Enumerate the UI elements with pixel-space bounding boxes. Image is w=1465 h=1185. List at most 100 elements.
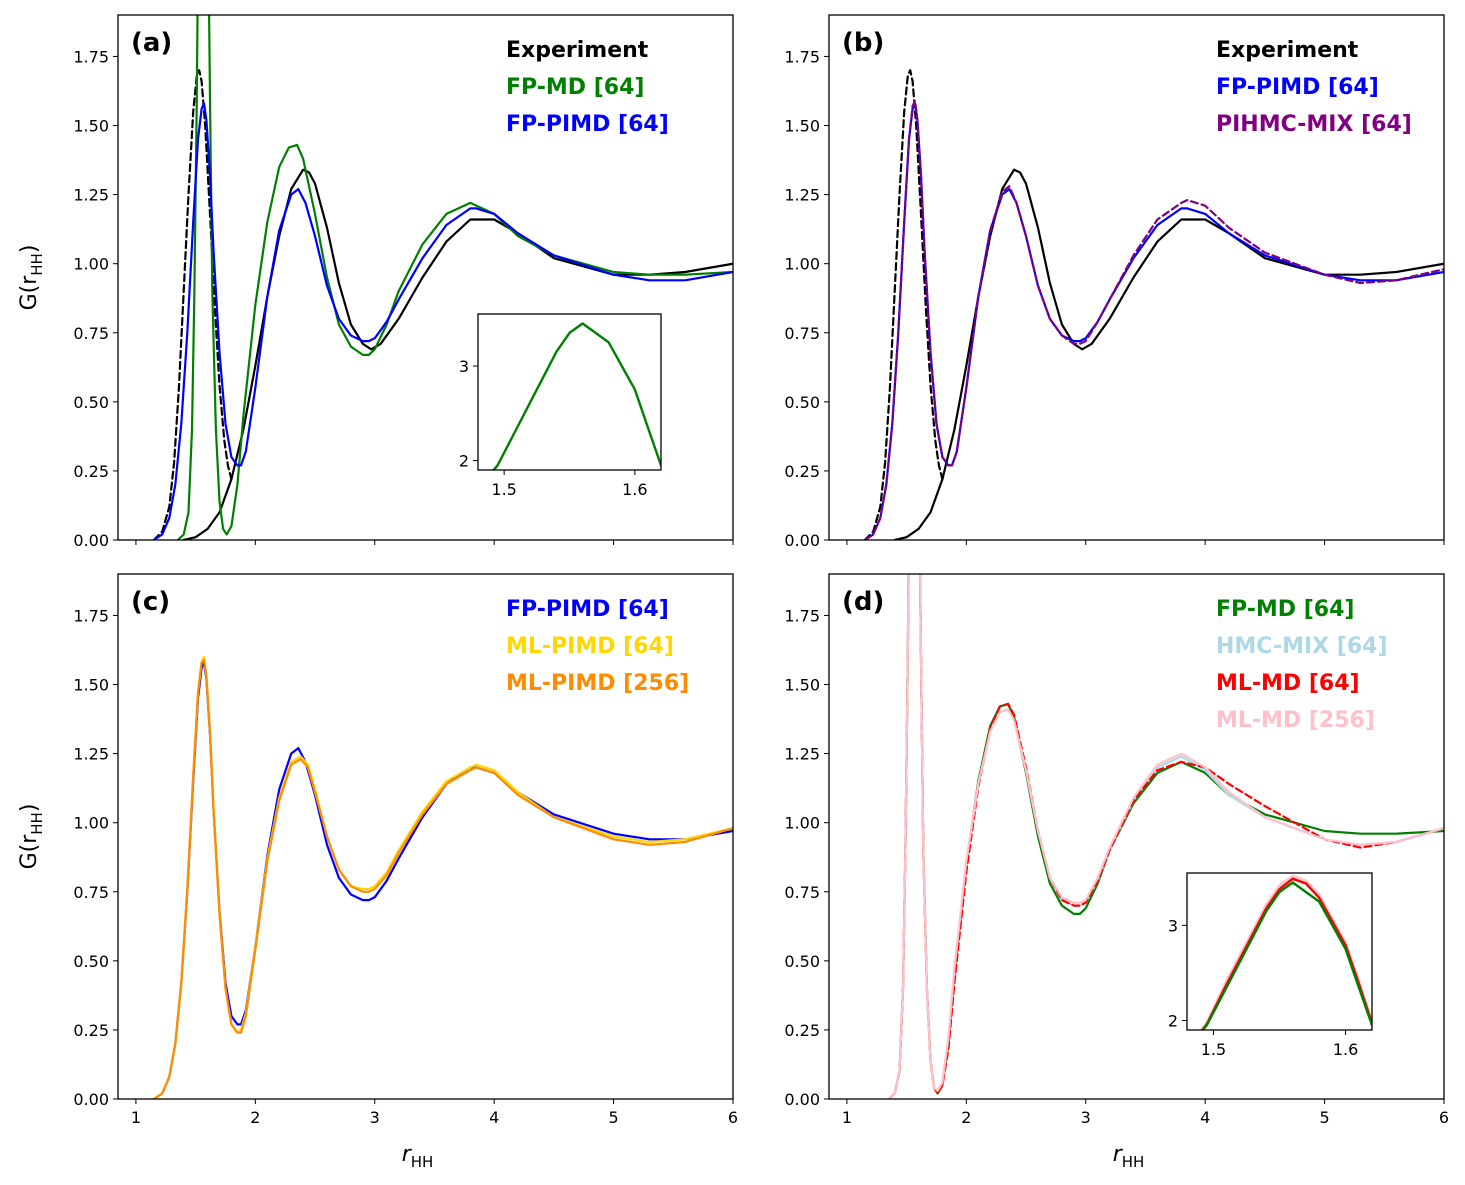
panel-a: 0.00 0.25 0.50 0.75 1.00 1.25 1.50 1.75 G(rHH) (a… <box>17 14 734 550</box>
inset-series-group <box>1199 874 1372 1030</box>
y-tick-label: 0.25 <box>73 1021 109 1040</box>
y-axis-title-sub: HH <box>28 812 46 835</box>
series-line-experiment-dashed <box>863 69 944 540</box>
series-line-experiment-solid <box>893 168 1444 540</box>
panel-label: (b) <box>842 28 884 58</box>
legend-entry: PIHMC-MIX [64] <box>1216 112 1412 137</box>
legend-entry: ML-PIMD [64] <box>506 634 674 659</box>
y-tick-label: 1.75 <box>784 47 820 66</box>
x-tick-label: 5 <box>608 1108 618 1127</box>
y-axis-title-main: G(r <box>17 834 42 870</box>
y-axis-title-close: ) <box>17 804 42 813</box>
panel-label: (d) <box>842 587 884 617</box>
x-tick-label: 3 <box>1081 1108 1091 1127</box>
series-line-ml-md-256 <box>887 574 1444 1099</box>
y-tick-label: 0.75 <box>784 883 820 902</box>
legend-entry: Experiment <box>1216 38 1359 63</box>
inset-x-tick-label: 1.6 <box>622 480 647 499</box>
series-line-fp-md-64 <box>492 322 661 470</box>
panel-label: (a) <box>131 28 172 58</box>
inset-x-tick-label: 1.5 <box>1201 1040 1226 1059</box>
inset-series-group <box>492 322 661 470</box>
y-tick-label: 0.50 <box>73 393 109 412</box>
series-line-fp-pimd-64 <box>863 102 1444 540</box>
y-tick-label: 1.50 <box>784 676 820 695</box>
y-tick-label: 1.00 <box>784 814 820 833</box>
inset-x-tick-label: 1.5 <box>491 480 516 499</box>
series-line-fp-pimd-64 <box>152 102 733 540</box>
x-tick-label: 1 <box>131 1108 141 1127</box>
y-tick-label: 0.50 <box>73 952 109 971</box>
legend-entry: ML-PIMD [256] <box>506 671 689 696</box>
inset-frame <box>477 313 662 471</box>
series-line-pihmc-mix-64 <box>863 99 1444 540</box>
inset-frame <box>1186 872 1373 1031</box>
inset-a: 1.5 1.6 2 3 <box>459 313 662 499</box>
y-tick-label: 0.25 <box>784 462 820 481</box>
y-tick-label: 1.25 <box>73 745 109 764</box>
legend-entry: FP-PIMD [64] <box>1216 75 1379 100</box>
series-line-ml-pimd-256 <box>152 658 733 1099</box>
series-line-fp-md-64 <box>1201 881 1372 1030</box>
y-tick-label: 1.75 <box>73 606 109 625</box>
y-tick-label: 0.75 <box>73 324 109 343</box>
y-tick-label: 1.25 <box>73 186 109 205</box>
inset-y-tick-label: 2 <box>459 452 469 471</box>
x-tick-label: 1 <box>842 1108 852 1127</box>
legend-entry: FP-MD [64] <box>506 75 644 100</box>
plot-frame <box>117 573 734 1100</box>
y-axis-title-sub: HH <box>28 253 46 276</box>
inset-y-tick-label: 3 <box>1168 916 1178 935</box>
y-tick-label: 1.00 <box>784 255 820 274</box>
inset-d: 1.5 1.6 2 3 <box>1168 872 1373 1059</box>
x-axis-title-sub: HH <box>411 1153 434 1171</box>
y-tick-label: 1.75 <box>784 606 820 625</box>
y-tick-label: 0.00 <box>73 531 109 550</box>
y-tick-label: 1.50 <box>784 117 820 136</box>
x-axis-title: rHH <box>402 1142 434 1171</box>
y-tick-label: 1.00 <box>73 255 109 274</box>
y-tick-label: 0.25 <box>784 1021 820 1040</box>
panel-label: (c) <box>131 587 170 617</box>
series-line-ml-md-64 <box>1200 877 1372 1030</box>
series-group <box>152 655 733 1099</box>
inset-x-tick-label: 1.6 <box>1333 1040 1358 1059</box>
x-tick-label: 2 <box>250 1108 260 1127</box>
y-tick-label: 1.25 <box>784 745 820 764</box>
panel-d: 0.000.250.500.751.001.251.501.751 2 3 4 5 6rH… <box>784 573 1449 1171</box>
panel-c: 0.00 0.25 0.50 0.75 1.00 1.25 1.50 1.75 1 2 3 4 5 6 G(… <box>17 573 738 1171</box>
legend-entry: FP-PIMD [64] <box>506 112 669 137</box>
y-tick-label: 0.00 <box>784 531 820 550</box>
y-axis-title-close: ) <box>17 245 42 254</box>
x-axis-title-main: r <box>402 1142 413 1167</box>
x-axis-title: rHH <box>1113 1142 1145 1171</box>
plot-frame <box>828 573 1445 1100</box>
x-tick-label: 4 <box>489 1108 499 1127</box>
legend-entry: HMC-MIX [64] <box>1216 634 1388 659</box>
y-tick-label: 1.25 <box>784 186 820 205</box>
panel-b: 0.00 0.25 0.50 0.75 1.00 1.25 1.50 1.75 (b) Exper… <box>784 14 1445 550</box>
series-line-ml-md-256 <box>1199 874 1372 1030</box>
x-tick-label: 2 <box>961 1108 971 1127</box>
legend-entry: Experiment <box>506 38 649 63</box>
y-tick-label: 0.75 <box>784 324 820 343</box>
x-tick-label: 6 <box>1439 1108 1449 1127</box>
series-group <box>152 15 733 540</box>
legend-entry: FP-MD [64] <box>1216 597 1354 622</box>
y-tick-label: 1.00 <box>73 814 109 833</box>
inset-y-tick-label: 2 <box>1168 1011 1178 1030</box>
y-tick-label: 1.50 <box>73 117 109 136</box>
legend-entry: ML-MD [64] <box>1216 671 1360 696</box>
series-line-experiment-dashed <box>152 69 233 540</box>
series-group <box>863 69 1444 540</box>
y-tick-label: 1.50 <box>73 676 109 695</box>
x-tick-label: 5 <box>1319 1108 1329 1127</box>
inset-y-tick-label: 3 <box>459 357 469 376</box>
inset-background <box>478 314 661 470</box>
y-tick-label: 0.25 <box>73 462 109 481</box>
x-axis-title-sub: HH <box>1122 1153 1145 1171</box>
x-tick-label: 6 <box>728 1108 738 1127</box>
y-axis-title: G(rHH) <box>17 245 46 311</box>
x-tick-label: 4 <box>1200 1108 1210 1127</box>
